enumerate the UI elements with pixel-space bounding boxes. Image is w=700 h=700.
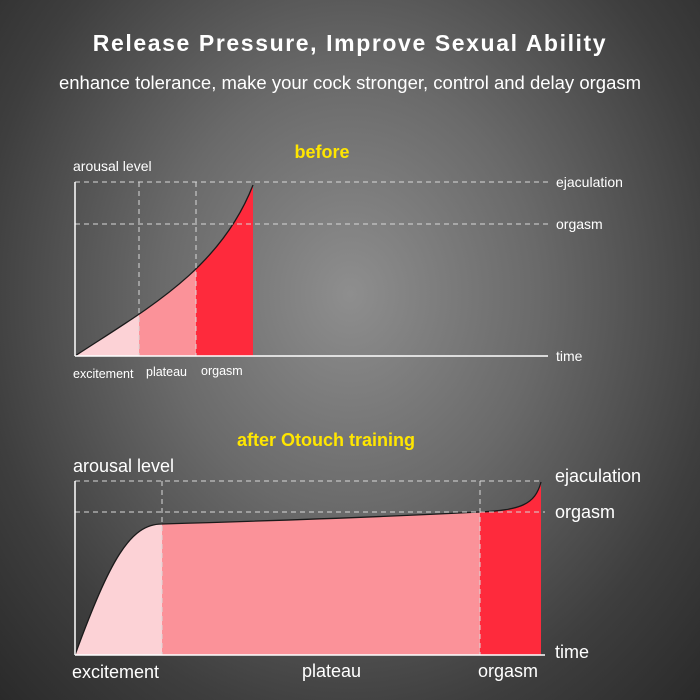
before-diagram: before arousal level ejaculation orgasm … <box>73 142 623 381</box>
before-y-axis-label: arousal level <box>73 158 152 174</box>
after-excitement-fill <box>75 482 162 655</box>
before-title: before <box>294 142 349 162</box>
after-time-label: time <box>555 642 589 662</box>
after-excitement-label: excitement <box>72 662 159 682</box>
after-arousal-curve <box>74 481 542 656</box>
before-orgasm-phase-label: orgasm <box>201 364 243 378</box>
before-time-label: time <box>556 348 583 364</box>
subheadline: enhance tolerance, make your cock strong… <box>58 72 642 93</box>
before-orgasm-level-label: orgasm <box>556 216 603 232</box>
after-orgasm-level-label: orgasm <box>555 502 615 522</box>
headline: Release Pressure, Improve Sexual Ability <box>92 30 608 56</box>
after-plateau-fill <box>162 482 480 655</box>
after-orgasm-fill <box>480 482 541 655</box>
after-title: after Otouch training <box>237 430 415 450</box>
after-plateau-label: plateau <box>302 661 361 681</box>
after-orgasm-phase-label: orgasm <box>478 661 538 681</box>
before-excitement-label: excitement <box>73 367 134 381</box>
before-plateau-label: plateau <box>146 365 187 379</box>
after-ejaculation-label: ejaculation <box>555 466 641 486</box>
after-phase-fills <box>75 482 541 655</box>
after-y-axis-label: arousal level <box>73 456 174 476</box>
after-diagram: after Otouch training arousal level ejac… <box>72 430 641 682</box>
before-arousal-curve <box>74 184 254 357</box>
before-ejaculation-label: ejaculation <box>556 174 623 190</box>
